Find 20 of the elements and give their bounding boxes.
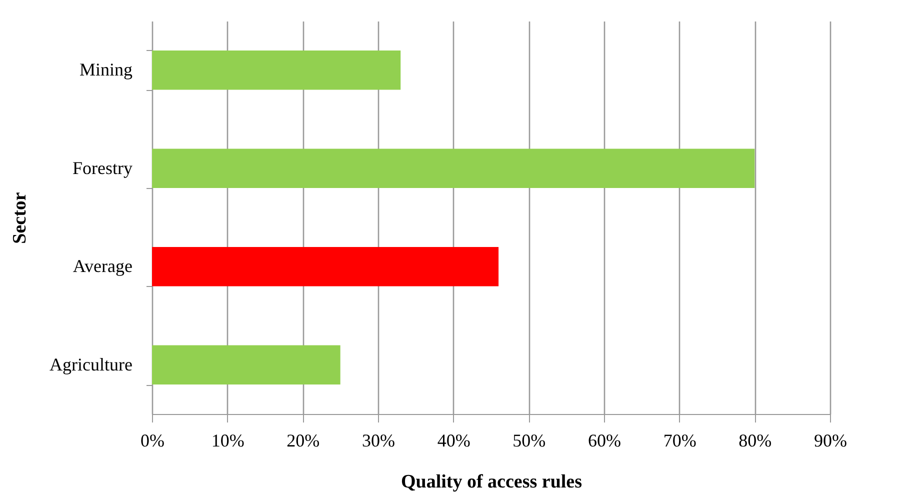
- x-tick-label: 40%: [437, 430, 470, 450]
- y-tick-label: Agriculture: [50, 354, 133, 374]
- x-tick-label: 20%: [286, 430, 320, 450]
- y-axis-title: Sector: [10, 192, 31, 244]
- bar: [152, 50, 401, 90]
- x-tick-label: 0%: [140, 430, 164, 450]
- x-tick-label: 70%: [663, 430, 696, 450]
- x-tick-label: 80%: [738, 430, 772, 450]
- x-tick-label: 90%: [814, 430, 847, 450]
- x-tick-label: 30%: [362, 430, 395, 450]
- bar: [152, 148, 755, 188]
- bar: [152, 246, 499, 286]
- x-tick-label: 50%: [512, 430, 546, 450]
- x-tick-label: 60%: [588, 430, 621, 450]
- x-axis-title: Quality of access rules: [400, 472, 582, 492]
- y-tick-label: Average: [72, 256, 133, 276]
- bar: [152, 345, 340, 385]
- y-tick-label: Mining: [79, 60, 132, 80]
- x-tick-label: 10%: [211, 430, 244, 450]
- y-tick-label: Forestry: [72, 158, 132, 178]
